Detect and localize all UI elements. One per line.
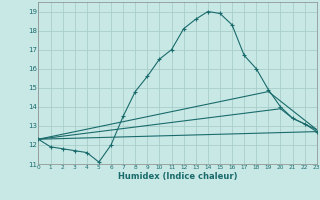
X-axis label: Humidex (Indice chaleur): Humidex (Indice chaleur) (118, 172, 237, 181)
